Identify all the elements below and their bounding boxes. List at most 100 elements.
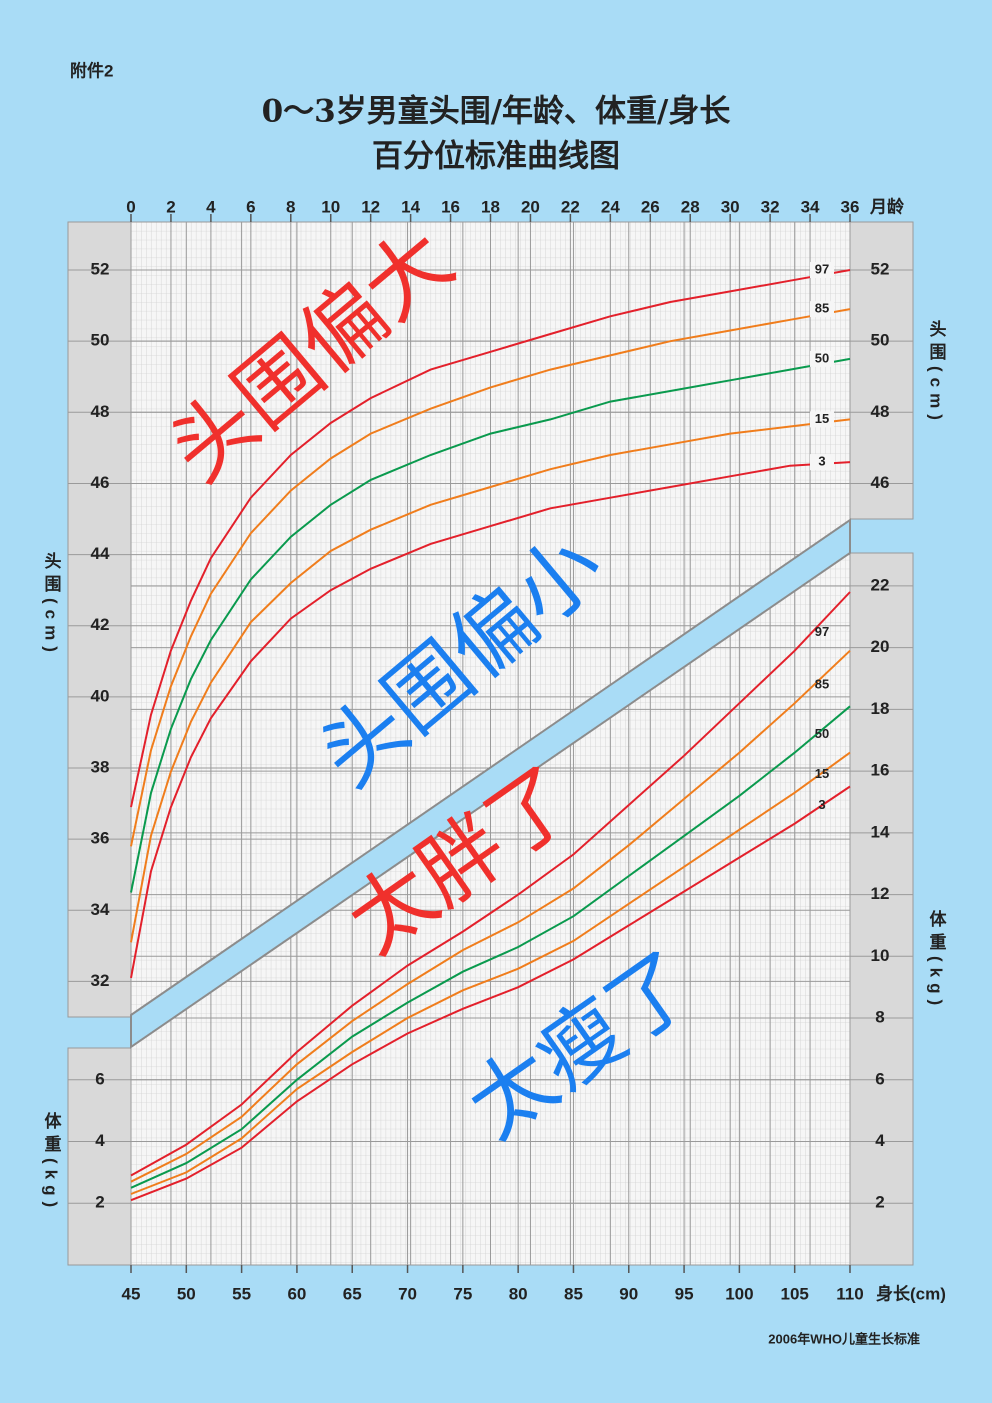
x-tick-label: 0: [126, 197, 135, 216]
y-axis-label: 头围(cm): [42, 552, 62, 658]
y2-tick-label: 50: [871, 331, 890, 350]
x-tick-label: 36: [841, 197, 860, 216]
y-tick-label: 42: [91, 615, 110, 634]
y2-tick-label: 46: [871, 473, 890, 492]
series-label: 15: [815, 411, 829, 426]
right-head-box: [849, 221, 914, 520]
y2-tick-label: 18: [871, 699, 890, 718]
label-bg: [810, 301, 834, 318]
percentile-curve: [130, 649, 851, 1183]
title: 百分位标准曲线图: [372, 139, 620, 175]
percentile-curve: [130, 751, 851, 1195]
percentile-curve: [130, 269, 851, 808]
percentile-curve: [130, 308, 851, 847]
percentile-curve: [130, 357, 851, 893]
grid: [68, 214, 913, 1273]
source: 2006年WHO儿童生长标准: [768, 1331, 920, 1346]
series-label: 50: [815, 350, 829, 365]
y2-axis-label: 体重(kg): [927, 909, 947, 1011]
y2-tick-label: 20: [871, 637, 890, 656]
x-tick-label: 28: [681, 197, 700, 216]
y2-axis-label: 头围(cm): [927, 320, 947, 426]
y-tick-label: 4: [95, 1131, 105, 1150]
x-axis-label: 月龄: [869, 196, 905, 216]
percentile-curve: [130, 785, 851, 1202]
x-tick-label: 8: [286, 197, 295, 216]
y-tick-label: 38: [91, 757, 110, 776]
y2-tick-label: 14: [871, 822, 890, 841]
left-weight-box: [67, 1047, 132, 1266]
x-tick-label: 85: [564, 1284, 583, 1303]
x-tick-label: 6: [246, 197, 255, 216]
attachment: 附件2: [70, 60, 113, 80]
series-label: 3: [818, 454, 825, 469]
divider-band: [130, 518, 851, 1049]
y2-tick-label: 8: [875, 1008, 884, 1027]
series-label: 97: [815, 261, 829, 276]
x-tick-label: 60: [287, 1284, 306, 1303]
right-weight-box: [849, 552, 914, 1266]
series-label: 85: [815, 677, 829, 692]
x-tick-label: 105: [781, 1284, 809, 1303]
x-tick-label: 14: [401, 197, 420, 216]
label-bg: [810, 262, 834, 279]
label-bg: [810, 454, 834, 471]
x-tick-label: 4: [206, 197, 216, 216]
label-bg: [810, 411, 834, 428]
curves: 97 85 50 15 3 97 85 50 15 3: [130, 261, 851, 1202]
series-label: 85: [815, 301, 829, 316]
x-tick-label: 12: [361, 197, 380, 216]
left-head-box: [67, 221, 132, 1018]
x-tick-label: 24: [601, 197, 620, 216]
y2-tick-label: 10: [871, 946, 890, 965]
series-label: 50: [815, 726, 829, 741]
x-tick-label: 80: [509, 1284, 528, 1303]
y-tick-label: 36: [91, 829, 110, 848]
y-tick-label: 6: [95, 1069, 104, 1088]
x-tick-label: 45: [122, 1284, 141, 1303]
y2-tick-label: 12: [871, 884, 890, 903]
x-tick-label: 2: [166, 197, 175, 216]
series-label: 15: [815, 766, 829, 781]
y2-tick-label: 4: [875, 1131, 885, 1150]
y-tick-label: 2: [95, 1193, 104, 1212]
y2-tick-label: 6: [875, 1069, 884, 1088]
x-tick-label: 16: [441, 197, 460, 216]
title: 0～3岁男童头围/年龄、体重/身长: [262, 94, 731, 130]
percentile-curve: [130, 591, 851, 1177]
x-tick-label: 30: [721, 197, 740, 216]
percentile-curve: [130, 461, 851, 979]
percentile-curve: [130, 418, 851, 943]
x-tick-label: 100: [725, 1284, 753, 1303]
x-tick-label: 55: [232, 1284, 251, 1303]
y-tick-label: 52: [91, 260, 110, 279]
y2-tick-label: 22: [871, 575, 890, 594]
y2-tick-label: 16: [871, 761, 890, 780]
x-tick-label: 50: [177, 1284, 196, 1303]
y-tick-label: 44: [91, 544, 110, 563]
y-tick-label: 48: [91, 402, 110, 421]
y-tick-label: 40: [91, 686, 110, 705]
x-tick-label: 90: [619, 1284, 638, 1303]
y-tick-label: 46: [91, 473, 110, 492]
y-tick-label: 50: [91, 331, 110, 350]
y2-tick-label: 52: [871, 260, 890, 279]
y2-tick-label: 48: [871, 402, 890, 421]
x-tick-label: 95: [675, 1284, 694, 1303]
x-tick-label: 22: [561, 197, 580, 216]
x-tick-label: 32: [761, 197, 780, 216]
x-tick-label: 20: [521, 197, 540, 216]
y-tick-label: 34: [91, 900, 110, 919]
label-bg: [810, 350, 834, 367]
x-axis-label: 身长(cm): [876, 1283, 946, 1303]
series-label: 3: [818, 797, 825, 812]
x-tick-label: 10: [321, 197, 340, 216]
percentile-curve: [130, 705, 851, 1189]
series-label: 97: [815, 624, 829, 639]
x-tick-label: 65: [343, 1284, 362, 1303]
x-tick-label: 70: [398, 1284, 417, 1303]
y-axis-label: 体重(kg): [42, 1111, 62, 1213]
x-tick-label: 75: [453, 1284, 472, 1303]
x-tick-label: 34: [801, 197, 820, 216]
